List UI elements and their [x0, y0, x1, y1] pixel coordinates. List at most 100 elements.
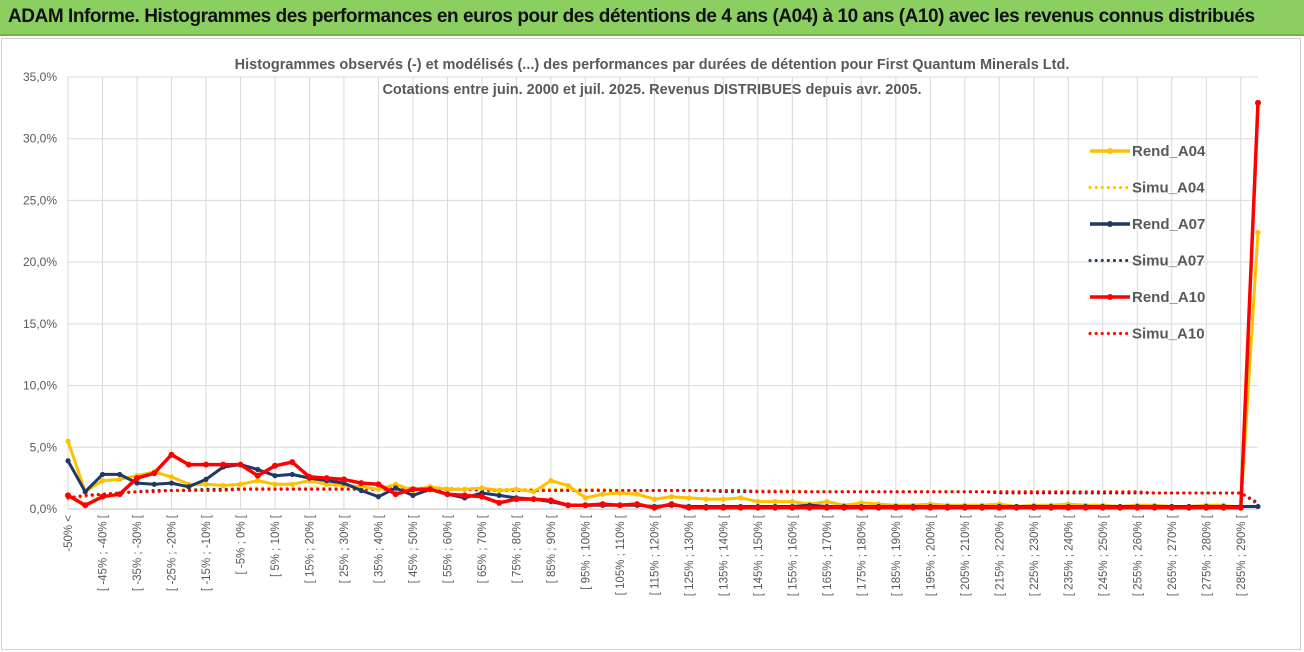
series-line-rend-a10	[67, 102, 1260, 510]
x-tick-label: [ 285% ; 290% [	[1236, 514, 1248, 596]
data-point-rend-a10	[582, 502, 589, 509]
data-point-rend-a07	[186, 484, 192, 490]
data-point-rend-a07	[99, 471, 106, 478]
x-axis-ticks: -50% < [ -45% ; -40% [[ -35% ; -30% [[ -2…	[63, 514, 1248, 596]
data-point-rend-a10	[271, 462, 278, 469]
data-point-rend-a10	[254, 472, 261, 479]
data-point-rend-a04	[393, 481, 399, 487]
data-point-rend-a10	[547, 497, 554, 504]
data-point-rend-a04	[720, 496, 726, 502]
data-point-rend-a07	[255, 466, 261, 473]
legend-label-simu-a10: Simu_A10	[1132, 326, 1205, 343]
data-point-rend-a07	[168, 480, 175, 486]
x-tick-label: [ 255% ; 260% [	[1132, 514, 1144, 596]
x-tick-label: [ -25% ; -20% [	[166, 514, 178, 591]
x-tick-label: [ 165% ; 170% [	[822, 514, 834, 596]
data-point-rend-a10	[65, 492, 71, 499]
legend-label-rend-a07: Rend_A07	[1132, 216, 1205, 233]
data-point-rend-a04	[1255, 229, 1261, 236]
x-tick-label: [ -15% ; -10% [	[201, 514, 213, 591]
data-point-rend-a10	[323, 475, 330, 482]
data-point-rend-a10	[565, 502, 572, 509]
data-point-rend-a10	[944, 504, 951, 511]
data-point-rend-a10	[116, 491, 123, 498]
data-point-rend-a10	[1099, 504, 1106, 511]
data-point-rend-a10	[1255, 99, 1261, 106]
legend-label-simu-a04: Simu_A04	[1132, 180, 1205, 197]
data-point-rend-a10	[375, 481, 382, 488]
x-tick-label: [ 225% ; 230% [	[1029, 514, 1041, 596]
data-point-rend-a07	[410, 492, 416, 499]
data-point-rend-a04	[462, 486, 468, 492]
y-tick-label: 25,0%	[23, 193, 57, 207]
data-point-rend-a10	[306, 473, 313, 480]
y-tick-label: 0,0%	[30, 502, 58, 516]
data-point-rend-a04	[99, 478, 106, 484]
data-point-rend-a07	[203, 476, 209, 482]
data-point-rend-a10	[444, 491, 451, 498]
data-point-rend-a10	[634, 501, 641, 508]
data-point-rend-a10	[892, 504, 899, 511]
data-point-rend-a10	[427, 486, 434, 493]
x-tick-label: [ 245% ; 250% [	[1098, 514, 1110, 596]
data-point-rend-a10	[927, 504, 934, 511]
data-point-rend-a07	[272, 473, 278, 479]
data-point-rend-a10	[1220, 504, 1227, 511]
x-tick-label: [ -5% ; 0% [	[235, 514, 247, 574]
data-point-rend-a04	[686, 495, 692, 501]
x-tick-label: -50% <	[63, 515, 75, 552]
x-tick-label: [ 275% ; 280% [	[1201, 514, 1213, 596]
y-tick-label: 35,0%	[23, 70, 57, 84]
data-point-rend-a10	[651, 504, 658, 511]
data-point-rend-a04	[375, 486, 382, 492]
data-point-rend-a10	[772, 504, 779, 511]
data-point-rend-a10	[168, 451, 175, 458]
data-point-rend-a04	[513, 486, 520, 492]
data-point-rend-a10	[530, 496, 537, 503]
data-point-rend-a10	[1048, 504, 1055, 511]
x-tick-label: [ 25% ; 30% [	[339, 514, 351, 583]
data-point-rend-a10	[202, 461, 209, 468]
data-point-rend-a04	[479, 485, 485, 491]
x-tick-label: [ 215% ; 220% [	[994, 514, 1006, 596]
data-point-rend-a10	[1082, 504, 1089, 511]
data-point-rend-a10	[1168, 504, 1175, 511]
data-point-rend-a07	[393, 485, 399, 491]
data-point-rend-a07	[358, 487, 364, 494]
x-tick-label: [ 115% ; 120% [	[649, 514, 661, 595]
x-tick-label: [ 55% ; 60% [	[442, 514, 454, 583]
data-point-rend-a04	[755, 498, 761, 505]
data-point-rend-a10	[1117, 504, 1124, 511]
data-point-rend-a04	[444, 486, 451, 492]
data-point-rend-a04	[65, 438, 71, 444]
data-point-rend-a10	[979, 504, 986, 511]
performance-histogram-chart: 0,0% 5,0% 10,0% 15,0% 20,0% 25,0% 30,0% 35,0% -…	[23, 57, 1261, 596]
data-point-rend-a04	[565, 482, 571, 489]
chart-frame: 0,0% 5,0% 10,0% 15,0% 20,0% 25,0% 30,0% 35,0% -…	[1, 38, 1301, 650]
x-tick-label: [ 265% ; 270% [	[1167, 514, 1179, 596]
data-point-rend-a04	[168, 474, 175, 480]
y-tick-label: 5,0%	[30, 440, 58, 454]
data-point-rend-a10	[289, 459, 296, 466]
data-point-rend-a07	[1255, 503, 1261, 510]
legend-label-simu-a07: Simu_A07	[1132, 253, 1205, 270]
data-point-rend-a04	[203, 481, 209, 487]
x-tick-label: [ 125% ; 130% [	[684, 514, 696, 596]
data-point-rend-a07	[289, 471, 295, 478]
data-point-rend-a10	[858, 504, 865, 511]
data-point-rend-a04	[496, 487, 502, 494]
data-point-rend-a10	[910, 504, 917, 511]
data-point-rend-a04	[772, 498, 778, 505]
legend-marker-rend-a10	[1107, 294, 1113, 300]
data-point-rend-a10	[1203, 504, 1210, 511]
data-point-rend-a04	[617, 490, 623, 496]
data-point-rend-a04	[651, 496, 657, 502]
x-tick-label: [ 15% ; 20% [	[304, 514, 316, 583]
data-point-rend-a10	[409, 486, 416, 493]
x-tick-label: [ 35% ; 40% [	[373, 514, 385, 583]
data-point-rend-a10	[151, 470, 158, 477]
data-point-rend-a04	[324, 481, 330, 487]
data-point-rend-a10	[703, 504, 710, 511]
data-point-rend-a04	[220, 482, 226, 489]
data-point-rend-a10	[340, 476, 347, 483]
